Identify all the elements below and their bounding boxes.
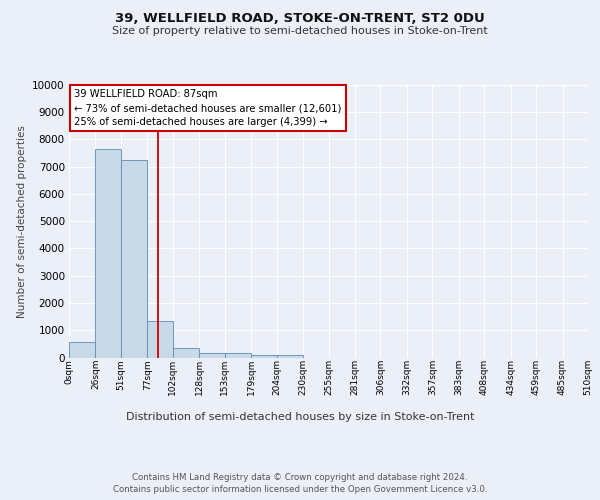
Bar bbox=[69, 342, 95, 357]
Text: Contains HM Land Registry data © Crown copyright and database right 2024.: Contains HM Land Registry data © Crown c… bbox=[132, 472, 468, 482]
Y-axis label: Number of semi-detached properties: Number of semi-detached properties bbox=[17, 125, 26, 318]
Text: Distribution of semi-detached houses by size in Stoke-on-Trent: Distribution of semi-detached houses by … bbox=[126, 412, 474, 422]
Bar bbox=[95, 149, 121, 358]
Bar bbox=[251, 355, 277, 358]
Text: 39, WELLFIELD ROAD, STOKE-ON-TRENT, ST2 0DU: 39, WELLFIELD ROAD, STOKE-ON-TRENT, ST2 … bbox=[115, 12, 485, 26]
Bar bbox=[148, 320, 173, 358]
Bar bbox=[121, 160, 148, 358]
Bar bbox=[277, 356, 303, 358]
Bar bbox=[173, 348, 199, 358]
Text: 39 WELLFIELD ROAD: 87sqm
← 73% of semi-detached houses are smaller (12,601)
25% : 39 WELLFIELD ROAD: 87sqm ← 73% of semi-d… bbox=[74, 89, 341, 127]
Bar bbox=[224, 354, 251, 358]
Bar bbox=[199, 352, 224, 358]
Text: Size of property relative to semi-detached houses in Stoke-on-Trent: Size of property relative to semi-detach… bbox=[112, 26, 488, 36]
Text: Contains public sector information licensed under the Open Government Licence v3: Contains public sector information licen… bbox=[113, 485, 487, 494]
